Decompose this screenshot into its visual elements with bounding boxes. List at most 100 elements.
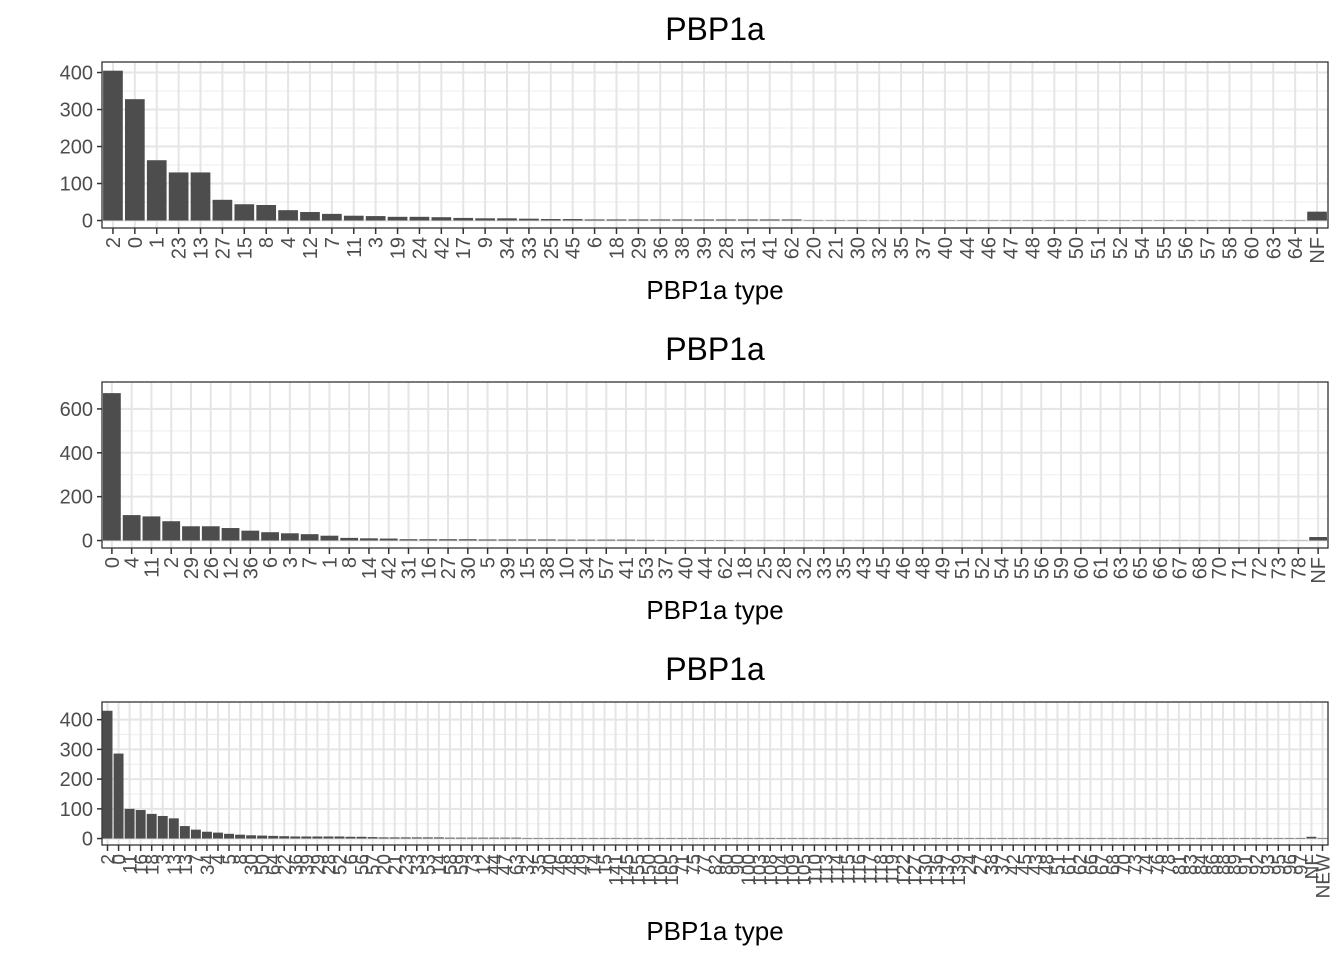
x-tick-label: 1 — [319, 557, 341, 568]
x-tick-label: 80 — [717, 854, 738, 875]
x-tick-label: 61 — [1091, 557, 1113, 579]
x-tick-label: 68 — [1189, 557, 1211, 579]
plot-background — [102, 382, 1328, 548]
x-tick-label: 57 — [1198, 237, 1220, 259]
y-tick-label: 400 — [60, 63, 93, 85]
x-tick-label: 30 — [242, 854, 263, 875]
bar-57 — [597, 539, 616, 541]
bar-1 — [146, 160, 167, 221]
x-tick-label: 44 — [695, 557, 717, 579]
x-tick-label: 25 — [541, 237, 563, 259]
y-tick-label: 200 — [60, 137, 93, 159]
bar-3 — [280, 533, 299, 541]
y-tick-label: 0 — [82, 829, 93, 851]
x-tick-label: 39 — [297, 854, 318, 875]
x-tick-label: 2 — [161, 557, 183, 568]
x-tick-label: 110 — [805, 854, 826, 884]
bar-109 — [787, 837, 798, 839]
bar-56 — [356, 836, 367, 839]
bar-61 — [1063, 837, 1074, 839]
bar-22 — [279, 836, 290, 839]
bar-34 — [497, 218, 517, 221]
x-tick-label: 37 — [913, 237, 935, 259]
x-tick-label: 145 — [618, 854, 639, 886]
bar-23 — [400, 837, 411, 839]
bar-17 — [453, 217, 474, 221]
x-tick-label: 36 — [240, 557, 262, 579]
x-tick-label: 130 — [916, 854, 937, 886]
x-tick-label: 88 — [1214, 854, 1235, 875]
x-tick-label: 66 — [1082, 854, 1103, 875]
x-tick-label: 28 — [774, 557, 796, 579]
x-tick-label: 14 — [430, 854, 451, 876]
bar-19 — [387, 216, 408, 221]
x-tick-label: 62 — [782, 237, 804, 259]
x-tick-label: 29 — [308, 854, 329, 875]
x-tick-label: 89 — [1225, 854, 1246, 875]
x-tick-label: 63 — [507, 854, 528, 875]
x-tick-label: 11 — [141, 557, 163, 578]
x-tick-label: 47 — [1001, 237, 1023, 259]
bar-68 — [1107, 837, 1118, 839]
x-tick-label: 20 — [375, 854, 396, 875]
x-tick-label: 15 — [517, 557, 539, 579]
bar-89 — [1229, 837, 1240, 839]
bar-119 — [886, 837, 897, 839]
x-tick-label: 13 — [191, 237, 213, 259]
bar-39 — [694, 219, 714, 221]
bar-10 — [557, 539, 576, 541]
x-tick-label: 57 — [596, 557, 618, 579]
bar-3 — [157, 815, 168, 839]
bar-14 — [433, 837, 444, 839]
bar-14 — [360, 538, 378, 541]
x-tick-label: 62 — [1070, 854, 1091, 875]
bar-20 — [378, 837, 389, 839]
x-tick-label: 40 — [935, 237, 957, 259]
x-tick-label: 137 — [938, 854, 959, 886]
bar-67 — [1096, 837, 1107, 839]
bar-23 — [168, 172, 189, 221]
x-tick-label: 15 — [596, 854, 617, 875]
x-tick-label: 77 — [695, 854, 716, 875]
bar-141 — [610, 837, 621, 839]
x-tick-label: 9 — [475, 237, 497, 248]
x-tick-label: 63 — [1110, 557, 1132, 579]
x-tick-label: 53 — [419, 854, 440, 875]
bar-18 — [606, 219, 627, 221]
x-tick-label: 23 — [169, 237, 191, 259]
x-tick-label: 91 — [1236, 854, 1257, 875]
x-tick-label: 41 — [616, 557, 638, 579]
bar-11 — [142, 516, 161, 541]
bar-117 — [864, 837, 875, 839]
x-tick-label: 37 — [656, 557, 678, 579]
x-tick-label: 72 — [1249, 557, 1271, 579]
bar-46 — [555, 837, 566, 839]
bar-41 — [759, 219, 780, 221]
x-tick-label: 32 — [869, 237, 891, 259]
bar-3 — [365, 216, 386, 221]
bar-113 — [820, 837, 831, 839]
bar-93 — [1262, 837, 1273, 839]
bar-NF — [1307, 211, 1327, 221]
bar-63 — [511, 837, 522, 839]
x-tick-label: 119 — [883, 854, 904, 884]
bar-64 — [268, 835, 279, 839]
x-tick-label: 117 — [861, 854, 882, 884]
x-tick-label: 11 — [121, 854, 142, 874]
x-tick-label: 104 — [772, 854, 793, 886]
bar-100 — [743, 837, 754, 839]
bar-33 — [411, 837, 422, 839]
bar-6 — [584, 219, 605, 221]
bar-78 — [1162, 837, 1173, 839]
bar-30 — [458, 539, 477, 541]
x-tick-label: 34 — [497, 237, 519, 259]
bar-29 — [628, 219, 649, 221]
bar-130 — [919, 837, 930, 839]
x-tick-label: 51 — [952, 557, 974, 579]
bar-96 — [1284, 837, 1295, 839]
bar-66 — [1085, 837, 1096, 839]
bar-84 — [1196, 837, 1206, 839]
x-tick-label: 50 — [1066, 237, 1088, 259]
bar-5 — [224, 833, 234, 839]
bar-80 — [721, 837, 732, 839]
